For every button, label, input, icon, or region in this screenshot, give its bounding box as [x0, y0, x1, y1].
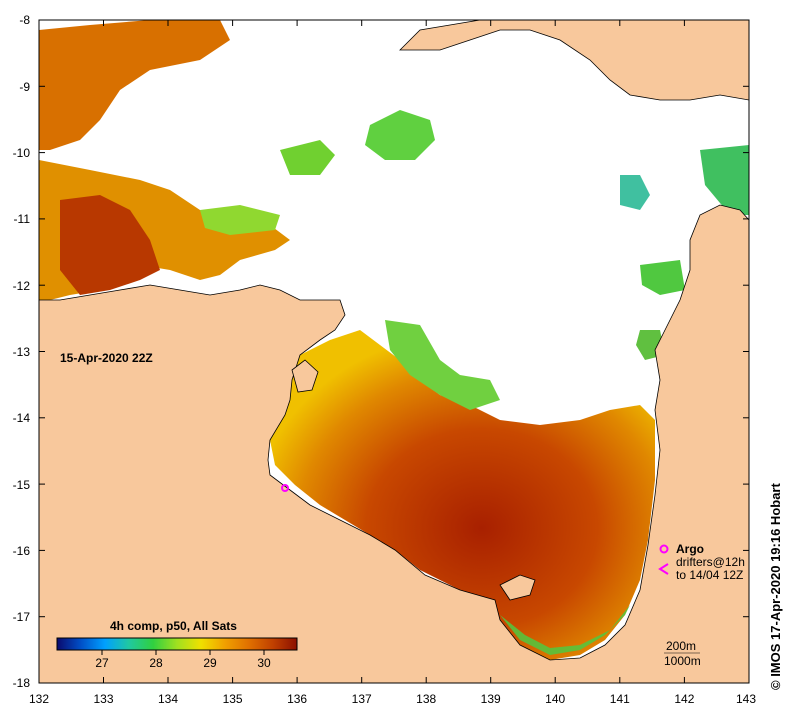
- colorbar-tick: 30: [257, 656, 271, 670]
- y-axis: -8 -9 -10 -11 -12 -13 -14 -15 -16 -17 -1…: [13, 13, 749, 690]
- land-mornington-island: [499, 574, 536, 601]
- sst-patch-green-2: [280, 140, 335, 175]
- y-tick-label: -12: [13, 279, 31, 293]
- y-tick-label: -16: [13, 544, 31, 558]
- colorbar-tick: 27: [95, 656, 109, 670]
- x-tick-label: 136: [287, 692, 307, 706]
- drifter-arrow-icon: [658, 563, 669, 575]
- y-tick-label: -9: [19, 80, 30, 94]
- x-tick-label: 142: [674, 692, 694, 706]
- sst-patch-green-3: [200, 205, 280, 235]
- sst-patch-east-2: [700, 145, 749, 215]
- sst-patch-east-3: [640, 260, 685, 295]
- y-tick-label: -18: [13, 676, 31, 690]
- land-new-guinea: [399, 20, 749, 101]
- sst-field-gulf: [270, 330, 655, 660]
- x-axis: 132 133 134 135 136 137 138 139 140 141 …: [29, 20, 756, 706]
- sst-patch-green-1: [365, 110, 435, 160]
- x-tick-label: 137: [352, 692, 372, 706]
- x-tick-label: 132: [29, 692, 49, 706]
- platform-legend: Argo drifters@12h to 14/04 12Z: [658, 542, 745, 582]
- timestamp-label: 15-Apr-2020 22Z: [60, 351, 153, 365]
- sst-field-northwest-hot: [60, 195, 160, 295]
- sst-field-northwest: [39, 20, 230, 150]
- land-australia: [39, 204, 749, 683]
- land-groote-eylandt: [291, 359, 319, 393]
- drifters-legend-sub: to 14/04 12Z: [676, 568, 743, 582]
- x-tick-label: 138: [416, 692, 436, 706]
- colorbar-gradient: [56, 637, 298, 651]
- x-tick-label: 141: [610, 692, 630, 706]
- contour-1000m-label: 1000m: [664, 654, 701, 668]
- colorbar: 4h comp, p50, All Sats 27 28 29 30: [56, 619, 298, 670]
- x-tick-label: 140: [545, 692, 565, 706]
- x-tick-label: 135: [223, 692, 243, 706]
- argo-float-icon: [659, 544, 669, 554]
- y-tick-label: -11: [14, 212, 31, 226]
- y-tick-label: -14: [13, 411, 31, 425]
- colorbar-title: 4h comp, p50, All Sats: [110, 619, 237, 633]
- argo-legend-label: Argo: [676, 542, 704, 556]
- colorbar-tick: 29: [203, 656, 217, 670]
- y-tick-label: -8: [19, 13, 30, 27]
- map-panel: [39, 20, 749, 683]
- credit-text: © IMOS 17-Apr-2020 19:16 Hobart: [768, 483, 783, 690]
- argo-float-marker: [281, 484, 289, 492]
- sst-patch-mid-1: [385, 320, 500, 410]
- x-tick-label: 143: [736, 692, 756, 706]
- x-tick-label: 134: [158, 692, 178, 706]
- y-tick-label: -13: [13, 345, 31, 359]
- x-tick-label: 133: [93, 692, 113, 706]
- sst-patch-east-1: [620, 175, 650, 210]
- y-tick-label: -17: [13, 610, 31, 624]
- x-tick-label: 139: [481, 692, 501, 706]
- drifters-legend-label: drifters@12h: [676, 555, 745, 569]
- colorbar-tick: 28: [149, 656, 163, 670]
- sst-field-south-cool: [500, 605, 630, 655]
- contour-200m-label: 200m: [666, 639, 696, 653]
- y-tick-label: -10: [13, 146, 31, 160]
- y-tick-label: -15: [13, 478, 31, 492]
- contour-legend: 200m 1000m: [664, 639, 701, 668]
